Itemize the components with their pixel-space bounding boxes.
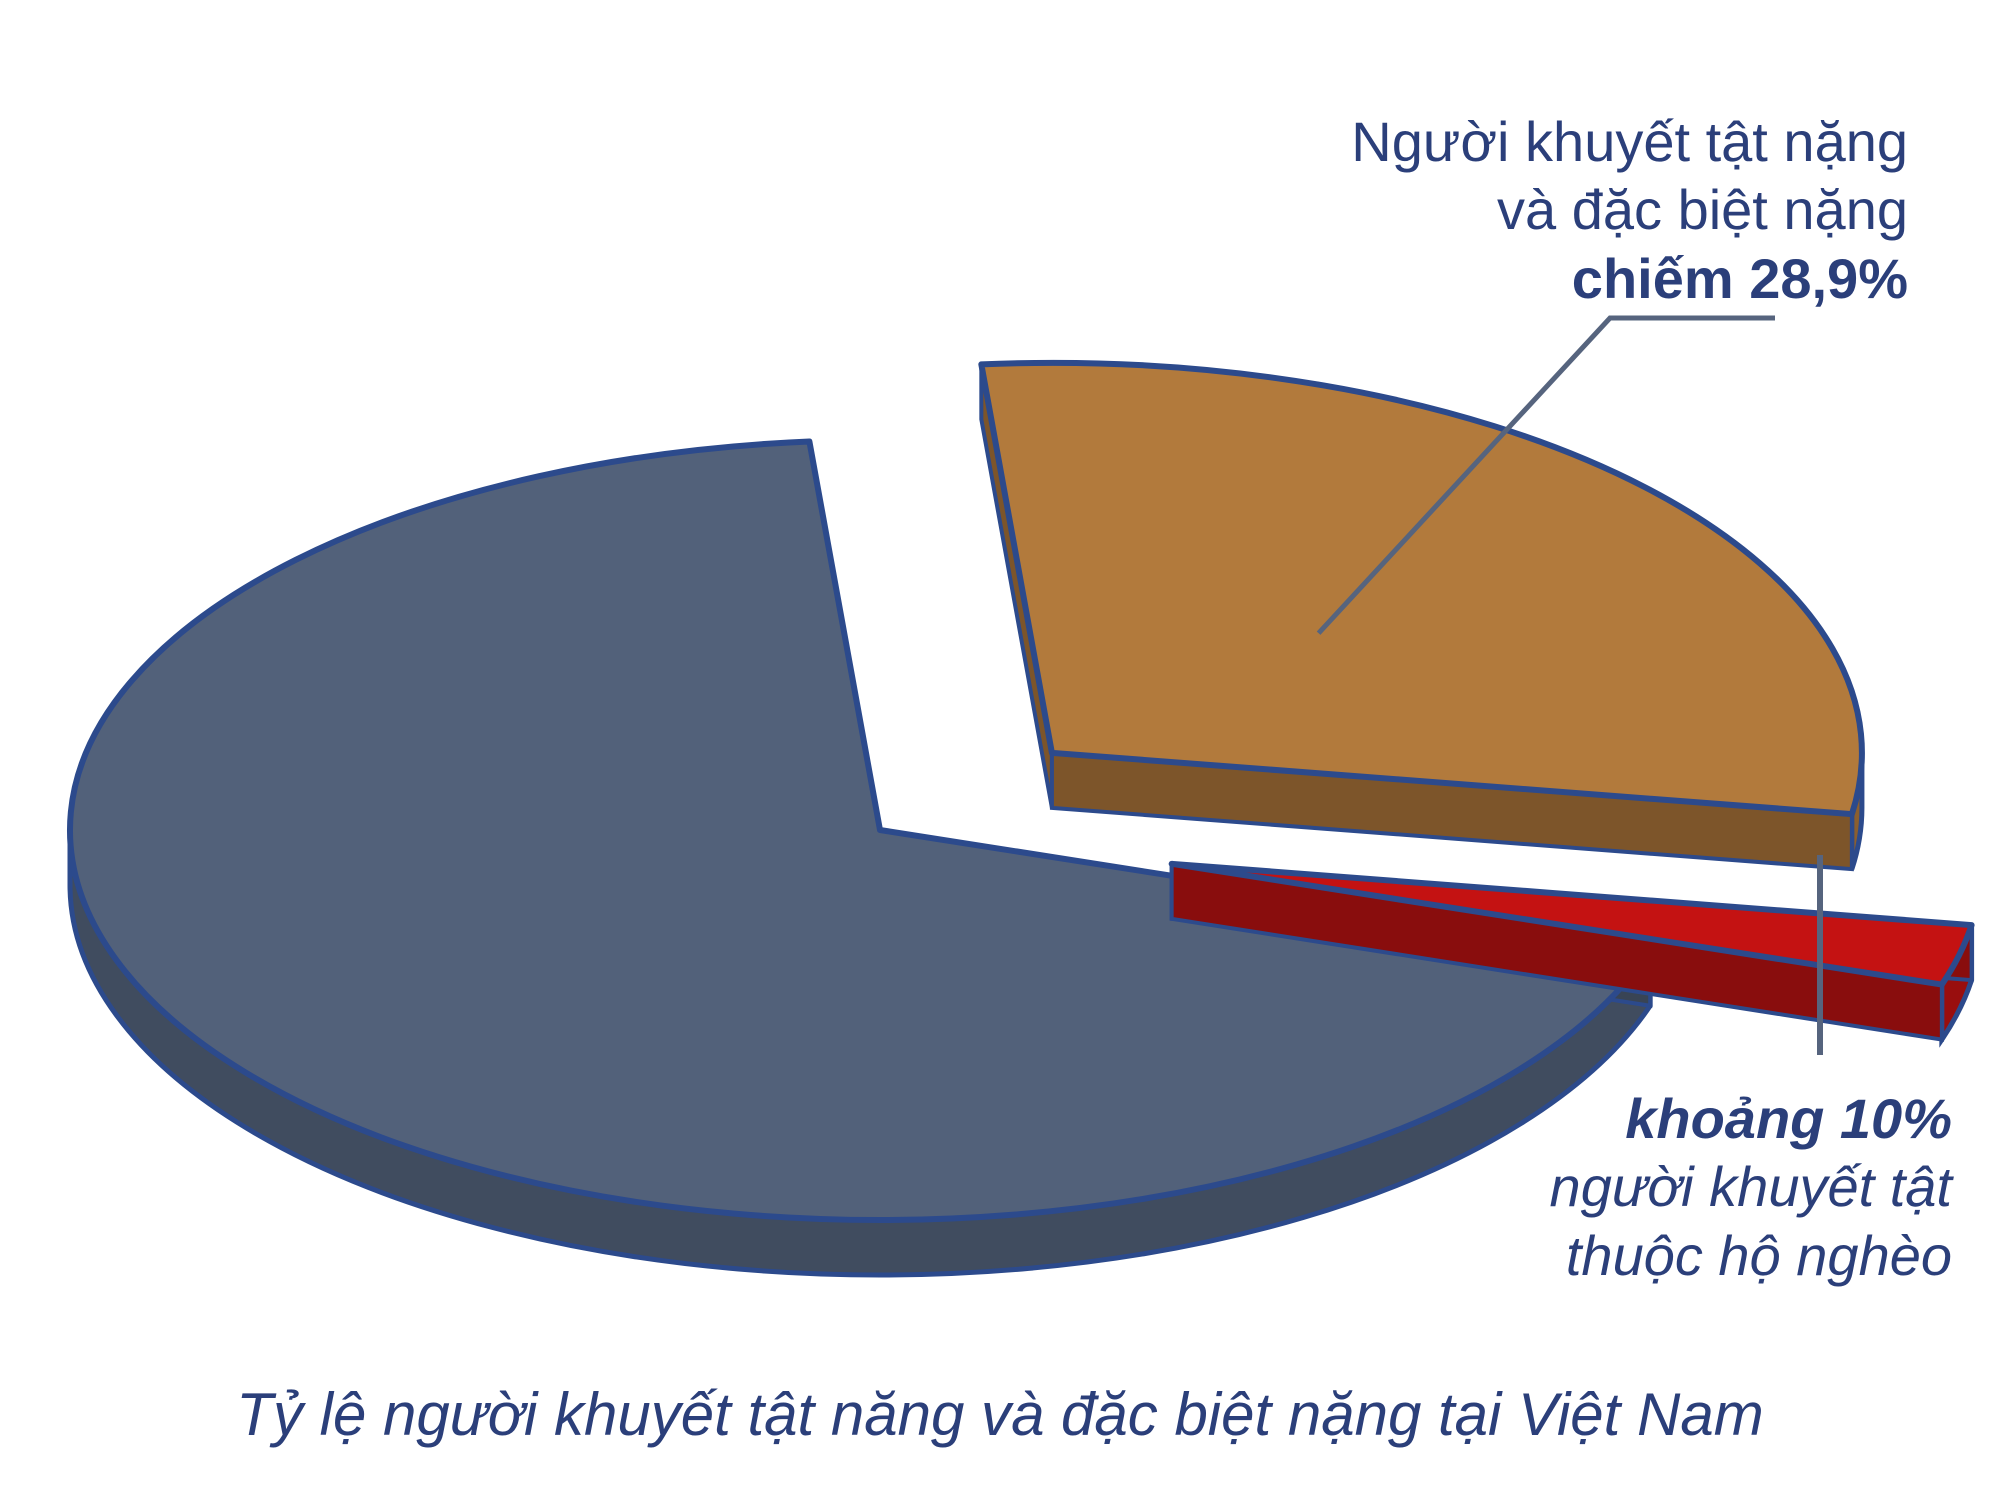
- severe-label-line-2: và đặc biệt nặng: [1497, 178, 1908, 242]
- severe-percent-label: chiếm 28,9%: [1571, 246, 1908, 310]
- slice-top-poor-household: [1168, 860, 1975, 988]
- severe-disability-label: Người khuyết tật nặng và đặc biệt nặng c…: [1088, 108, 1908, 313]
- severe-leader-line: [1316, 315, 1775, 635]
- severe-label-line-1: Người khuyết tật nặng: [1351, 110, 1908, 173]
- poor-percent-label: khoảng 10%: [1625, 1087, 1952, 1150]
- slice-top-severe: [978, 359, 1865, 818]
- pie-slice-severe: [978, 359, 1865, 872]
- poor-label-line-1: người khuyết tật: [1549, 1155, 1952, 1219]
- pie-slice-poor-household: [1168, 860, 1975, 1048]
- chart-title: Tỷ lệ người khuyết tật năng và đặc biệt …: [236, 1381, 1764, 1448]
- poor-household-label: khoảng 10% người khuyết tật thuộc hộ ngh…: [1252, 1085, 1952, 1290]
- poor-label-line-2: thuộc hộ nghèo: [1565, 1223, 1952, 1287]
- slice-top-other: [67, 438, 1654, 1223]
